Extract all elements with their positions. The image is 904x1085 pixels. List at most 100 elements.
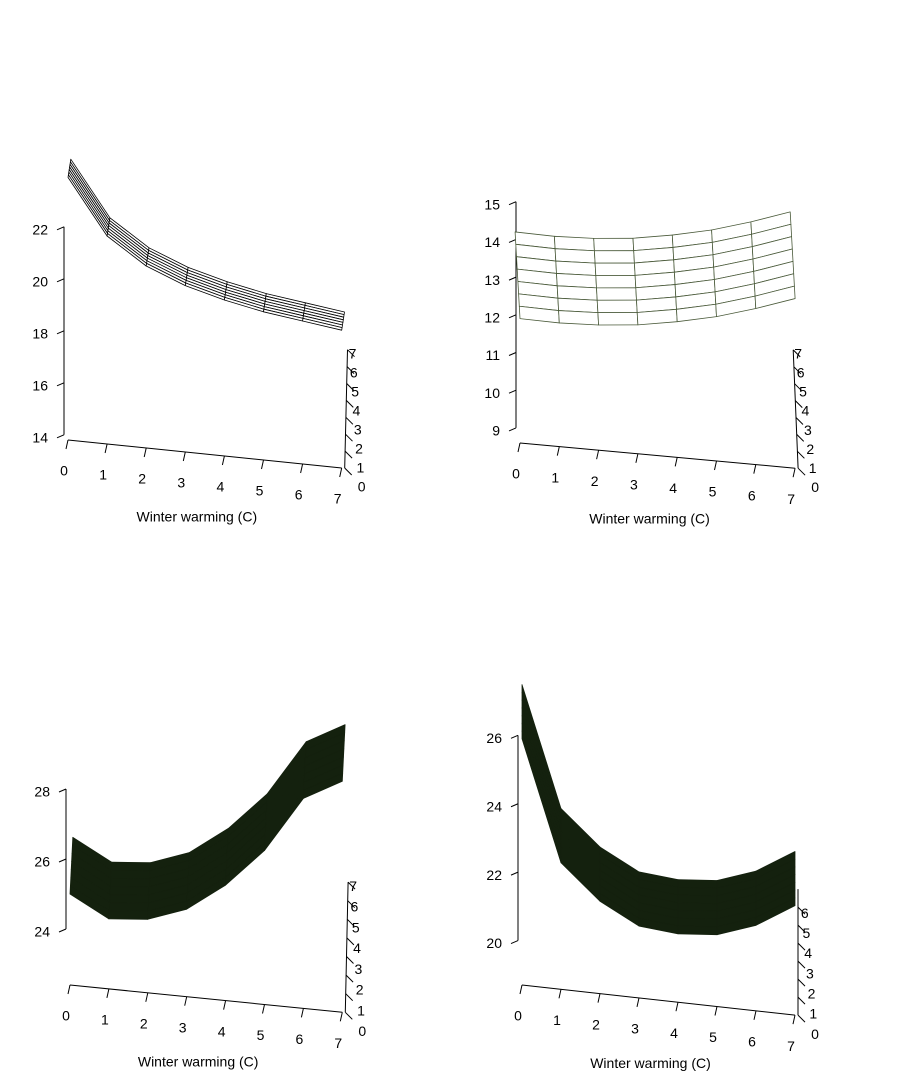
z-tick — [56, 278, 65, 283]
depth-tick — [797, 1014, 806, 1023]
x-tick — [300, 463, 304, 474]
depth-tick — [797, 450, 805, 459]
z-tick-label: 12 — [484, 310, 500, 326]
x-tick-label: 0 — [62, 1008, 70, 1024]
depth-tick-label: 4 — [804, 945, 812, 961]
x-axis — [67, 439, 342, 469]
z-tick-label: 14 — [32, 430, 48, 446]
z-tick-label: 24 — [486, 798, 502, 814]
depth-tick — [347, 881, 356, 890]
surface-cell — [596, 287, 637, 301]
surface-cell — [109, 886, 150, 896]
depth-tick — [797, 906, 806, 915]
depth-tick — [346, 937, 355, 946]
depth-tick-label: 1 — [357, 1002, 365, 1018]
surface-cell — [595, 274, 637, 289]
depth-tick — [344, 467, 353, 476]
z-tick-label: 20 — [32, 274, 48, 290]
depth-tick — [797, 942, 806, 951]
depth-tick-label: 6 — [350, 364, 358, 380]
x-tick — [597, 993, 601, 1003]
x-tick — [596, 450, 600, 460]
x-tick-label: 1 — [99, 467, 107, 483]
depth-tick — [797, 467, 806, 476]
z-tick-label: 9 — [492, 423, 500, 439]
x-tick-label: 2 — [591, 473, 599, 489]
x-tick — [65, 439, 69, 450]
x-tick — [300, 1008, 304, 1018]
depth-axis — [792, 349, 799, 469]
x-tick-label: 4 — [669, 480, 677, 496]
x-tick — [792, 1014, 796, 1025]
x-tick-label: 5 — [709, 484, 717, 500]
z-tick — [58, 788, 67, 793]
surface-cell — [109, 894, 150, 904]
depth-tick — [793, 366, 802, 375]
x-tick — [792, 468, 796, 478]
x-tick-label: 2 — [592, 1016, 600, 1032]
depth-tick — [794, 400, 803, 408]
surface-cell — [594, 262, 636, 276]
depth-tick-label: 6 — [801, 905, 809, 921]
z-tick — [508, 352, 517, 356]
x-tick-label: 0 — [512, 466, 520, 482]
z-tick — [510, 940, 519, 944]
x-tick-label: 4 — [217, 479, 225, 495]
depth-axis — [344, 882, 349, 1013]
surface-cell — [593, 237, 635, 252]
x-tick — [104, 443, 108, 454]
depth-tick-label: 7 — [794, 346, 802, 362]
z-tick-label: 16 — [32, 378, 48, 394]
depth-tick-label: 5 — [799, 384, 807, 400]
surface-cell — [302, 772, 344, 799]
x-tick-label: 3 — [630, 477, 638, 493]
z-tick — [510, 803, 519, 808]
surface-cell — [677, 894, 718, 905]
x-axis — [519, 442, 796, 469]
depth-tick-label: 1 — [356, 460, 364, 476]
x-tick — [519, 984, 523, 995]
z-tick — [58, 858, 67, 863]
depth-tick-label: 5 — [803, 925, 811, 941]
surface-cell — [636, 308, 678, 326]
z-tick-label: 22 — [486, 867, 502, 883]
depth-tick — [797, 996, 806, 1005]
depth-tick — [345, 416, 354, 425]
z-tick — [508, 427, 517, 432]
x-tick — [558, 989, 562, 999]
z-tick — [56, 330, 65, 335]
x-tick — [106, 988, 110, 999]
x-tick — [339, 1012, 343, 1022]
surface-cell — [597, 312, 639, 326]
x-tick — [635, 453, 639, 463]
x-axis-label: Winter warming (C) — [590, 1055, 711, 1071]
z-tick — [56, 226, 65, 231]
depth-axis — [344, 349, 348, 469]
z-tick-label: 26 — [34, 854, 50, 870]
depth-tick-label: 0 — [811, 479, 819, 495]
x-tick-label: 6 — [748, 1034, 756, 1050]
x-tick-label: 6 — [748, 487, 756, 503]
x-axis-label: Winter warming (C) — [137, 509, 258, 525]
x-tick-label: 1 — [101, 1012, 109, 1028]
x-tick-label: 3 — [631, 1021, 639, 1037]
depth-tick — [345, 993, 354, 1002]
depth-tick-label: 1 — [809, 1006, 817, 1022]
depth-tick-label: 0 — [811, 1026, 819, 1042]
z-tick-label: 28 — [34, 784, 50, 800]
surface-cell — [677, 902, 718, 912]
surface-cell — [69, 163, 110, 227]
surface-cell — [69, 161, 110, 224]
depth-tick — [794, 383, 802, 392]
z-tick-label: 22 — [32, 222, 48, 238]
depth-tick-label: 6 — [797, 365, 805, 381]
x-tick-label: 7 — [787, 1038, 795, 1054]
z-tick — [510, 871, 519, 876]
surface-cell — [110, 869, 151, 880]
x-tick-label: 7 — [334, 1035, 342, 1051]
x-tick — [714, 1006, 718, 1016]
depth-tick — [347, 349, 355, 358]
depth-tick — [344, 1011, 353, 1020]
x-tick-label: 5 — [257, 1027, 265, 1043]
x-axis-label: Winter warming (C) — [589, 510, 710, 526]
